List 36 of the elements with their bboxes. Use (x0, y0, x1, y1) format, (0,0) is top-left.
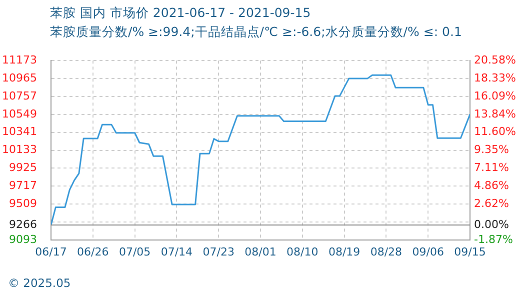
y2-tick-label: 2.62% (474, 196, 509, 210)
x-tick-label: 07/05 (118, 245, 151, 258)
x-tick-label: 07/23 (202, 245, 234, 258)
y-tick-label: 9509 (9, 196, 37, 210)
y-tick-label: 9093 (9, 232, 37, 246)
y-tick-label: 10549 (2, 107, 37, 120)
chart-title: 苯胺 国内 市场价 2021-06-17 - 2021-09-15 (50, 5, 311, 22)
y-tick-label: 9266 (9, 218, 37, 231)
y-tick-label: 11173 (2, 53, 37, 66)
y-tick-label: 10341 (2, 125, 37, 138)
y-tick-label: 10133 (2, 143, 37, 156)
x-tick-label: 08/10 (286, 245, 318, 258)
x-tick-label: 06/26 (77, 245, 109, 258)
y2-tick-label: 16.09% (474, 89, 516, 102)
y2-tick-label: 18.33% (474, 71, 516, 84)
y2-tick-label: 7.11% (474, 161, 509, 174)
y2-tick-label: 9.35% (474, 143, 509, 156)
x-tick-label: 08/01 (244, 245, 276, 258)
y2-tick-label: -1.87% (474, 232, 513, 246)
x-tick-label: 08/19 (328, 245, 360, 258)
x-tick-label: 06/17 (35, 245, 67, 258)
x-tick-label: 08/28 (370, 245, 402, 258)
text: © 2025.05 (8, 276, 71, 290)
y2-tick-label: 0.00% (474, 218, 509, 231)
y-tick-label: 10965 (2, 71, 37, 84)
x-tick-label: 07/14 (160, 245, 193, 258)
y-tick-label: 9925 (9, 161, 37, 174)
x-tick-label: 09/15 (454, 245, 486, 258)
y2-tick-label: 11.60% (474, 125, 516, 138)
y2-tick-label: 13.84% (474, 107, 516, 120)
y2-tick-label: 20.58% (474, 53, 516, 66)
y-tick-label: 9717 (9, 179, 37, 192)
chart-subtitle: 苯胺质量分数/% ≥:99.4;干品结晶点/℃ ≥:-6.6;水分质量分数/% ≤: 0.1 (50, 24, 462, 41)
y-tick-label: 10757 (2, 89, 37, 102)
x-tick-label: 09/06 (412, 245, 444, 258)
y2-tick-label: 4.86% (474, 179, 509, 192)
